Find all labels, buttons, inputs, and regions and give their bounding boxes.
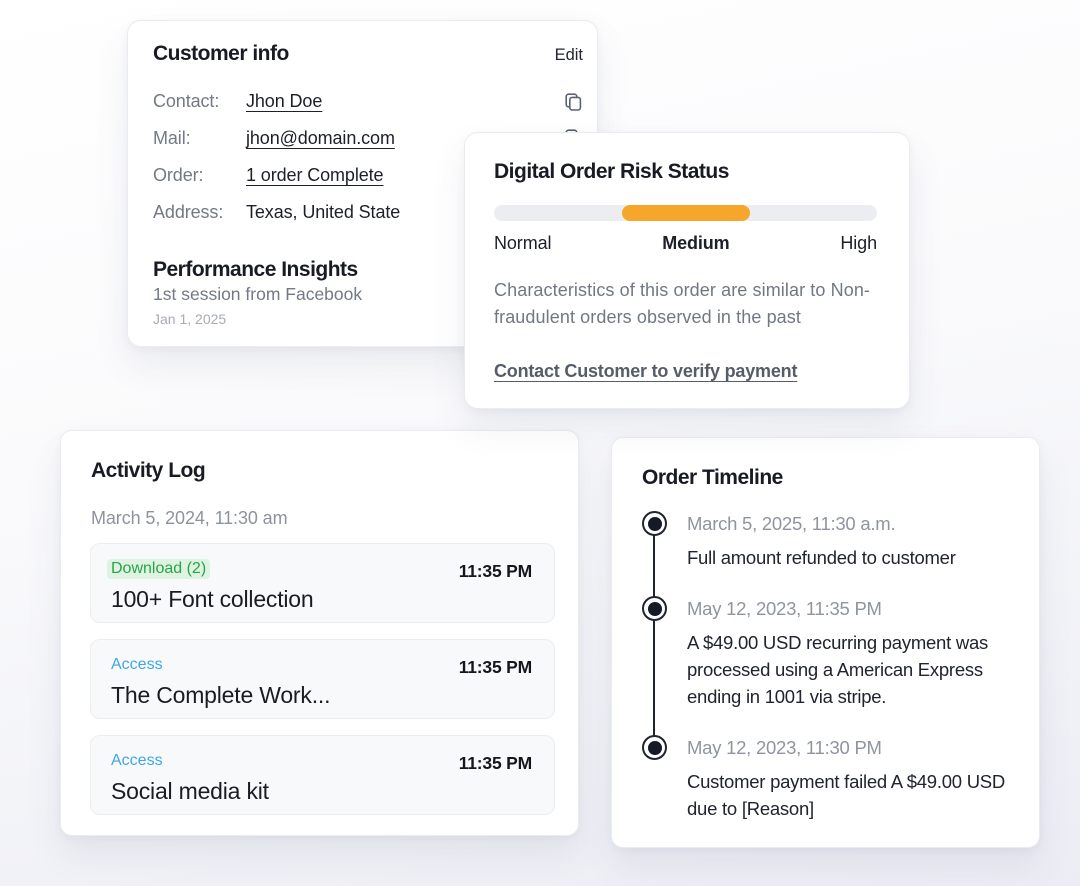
address-label: Address:: [153, 202, 224, 222]
risk-level-labels: Normal Medium High: [494, 233, 877, 254]
field-row-order: Order: 1 order Complete: [153, 157, 400, 194]
customer-fields: Contact: Jhon Doe Mail: jhon@domain.com …: [153, 83, 400, 231]
copy-contact-icon[interactable]: [565, 93, 582, 111]
address-value: Texas, United State: [246, 202, 401, 222]
risk-meter-track: [494, 205, 877, 221]
contact-label: Contact:: [153, 91, 220, 111]
performance-insights: Performance Insights 1st session from Fa…: [153, 258, 362, 327]
performance-insights-date: Jan 1, 2025: [153, 311, 227, 327]
risk-meter-fill: [622, 205, 750, 221]
field-row-mail: Mail: jhon@domain.com: [153, 120, 400, 157]
contact-value-link[interactable]: Jhon Doe: [246, 91, 323, 111]
mail-label: Mail:: [153, 128, 191, 148]
risk-level-normal: Normal: [494, 233, 552, 253]
order-label: Order:: [153, 165, 204, 185]
activity-item-tag: Download (2): [107, 559, 211, 579]
timeline-entry-date: March 5, 2025, 11:30 a.m.: [687, 513, 896, 534]
activity-items: Download (2) 11:35 PM 100+ Font collecti…: [90, 543, 555, 831]
order-timeline-card: Order Timeline March 5, 2025, 11:30 a.m.…: [611, 437, 1040, 848]
customer-info-header: Customer info Edit: [153, 42, 583, 66]
activity-item-time: 11:35 PM: [458, 561, 533, 581]
activity-log-card: Activity Log March 5, 2024, 11:30 am Dow…: [60, 430, 579, 836]
activity-item-name: Social media kit: [111, 778, 269, 804]
timeline-entry-2: May 12, 2023, 11:35 PM A $49.00 USD recu…: [642, 595, 1015, 748]
order-value-link[interactable]: 1 order Complete: [246, 165, 384, 185]
activity-item-access-1[interactable]: Access 11:35 PM The Complete Work...: [90, 639, 555, 719]
timeline-entry-text: Full amount refunded to customer: [687, 547, 956, 568]
activity-item-time: 11:35 PM: [458, 657, 533, 677]
risk-status-title: Digital Order Risk Status: [494, 160, 729, 183]
field-row-contact: Contact: Jhon Doe: [153, 83, 400, 120]
field-row-address: Address: Texas, United State: [153, 194, 400, 231]
risk-status-card: Digital Order Risk Status Normal Medium …: [464, 132, 910, 409]
activity-item-access-2[interactable]: Access 11:35 PM Social media kit: [90, 735, 555, 815]
timeline-connector: [653, 524, 655, 609]
timeline-entry-1: March 5, 2025, 11:30 a.m. Full amount re…: [642, 510, 1015, 609]
order-timeline-title: Order Timeline: [642, 466, 783, 489]
activity-item-download[interactable]: Download (2) 11:35 PM 100+ Font collecti…: [90, 543, 555, 623]
activity-item-name: 100+ Font collection: [111, 586, 314, 612]
timeline-entry-3: May 12, 2023, 11:30 PM Customer payment …: [642, 734, 1015, 822]
timeline-entry-date: May 12, 2023, 11:30 PM: [687, 737, 882, 758]
risk-level-high: High: [840, 233, 877, 253]
timeline-dot-icon: [642, 735, 667, 760]
risk-description: Characteristics of this order are simila…: [494, 280, 871, 327]
timeline: March 5, 2025, 11:30 a.m. Full amount re…: [642, 510, 1015, 822]
customer-info-title: Customer info: [153, 42, 289, 65]
activity-log-date: March 5, 2024, 11:30 am: [91, 508, 288, 528]
mail-value-link[interactable]: jhon@domain.com: [246, 128, 395, 148]
performance-insights-title: Performance Insights: [153, 258, 358, 281]
activity-log-title: Activity Log: [91, 459, 206, 482]
activity-item-time: 11:35 PM: [458, 753, 533, 773]
timeline-entry-text: Customer payment failed A $49.00 USD due…: [687, 771, 1006, 819]
performance-insights-subtitle: 1st session from Facebook: [153, 284, 363, 304]
timeline-entry-date: May 12, 2023, 11:35 PM: [687, 598, 882, 619]
contact-customer-link[interactable]: Contact Customer to verify payment: [494, 361, 798, 381]
timeline-dot-icon: [642, 511, 667, 536]
timeline-entry-text: A $49.00 USD recurring payment was proce…: [687, 632, 989, 707]
timeline-connector: [653, 609, 655, 748]
edit-button[interactable]: Edit: [554, 46, 583, 64]
timeline-dot-icon: [642, 596, 667, 621]
risk-level-medium: Medium: [662, 233, 730, 253]
activity-item-name: The Complete Work...: [111, 682, 331, 708]
activity-item-tag: Access: [111, 752, 163, 769]
activity-item-tag: Access: [111, 656, 163, 673]
